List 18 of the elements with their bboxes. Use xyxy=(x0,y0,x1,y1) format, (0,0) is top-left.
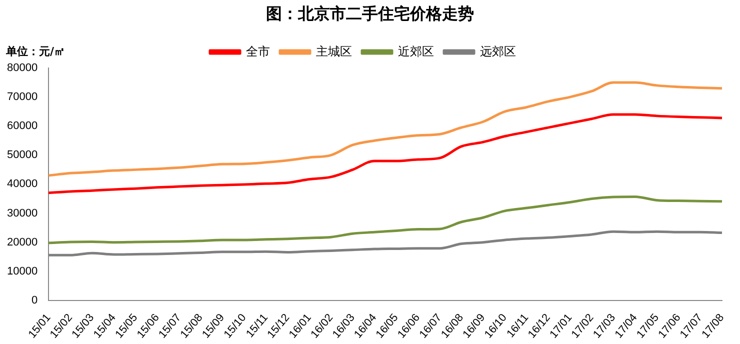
y-tick-label: 50000 xyxy=(6,149,38,162)
y-tick-label: 70000 xyxy=(6,91,38,104)
legend-label: 近郊区 xyxy=(398,44,434,58)
y-tick-label: 40000 xyxy=(6,178,38,190)
legend-label: 主城区 xyxy=(316,44,352,58)
y-tick-label: 10000 xyxy=(6,265,38,278)
y-tick-label: 20000 xyxy=(6,236,38,248)
legend-label: 远郊区 xyxy=(480,44,516,58)
y-tick-label: 0 xyxy=(31,294,38,306)
legend-label: 全市 xyxy=(246,44,270,58)
line-series xyxy=(47,81,724,177)
line-series xyxy=(47,195,724,244)
y-tick-label: 80000 xyxy=(6,62,38,74)
y-tick-label: 60000 xyxy=(6,120,38,132)
line-series xyxy=(47,113,724,194)
y-tick-label: 30000 xyxy=(6,207,38,220)
y-axis-title: 单位：元/㎡ xyxy=(6,44,66,59)
chart-title: 图：北京市二手住宅价格走势 xyxy=(265,4,475,25)
